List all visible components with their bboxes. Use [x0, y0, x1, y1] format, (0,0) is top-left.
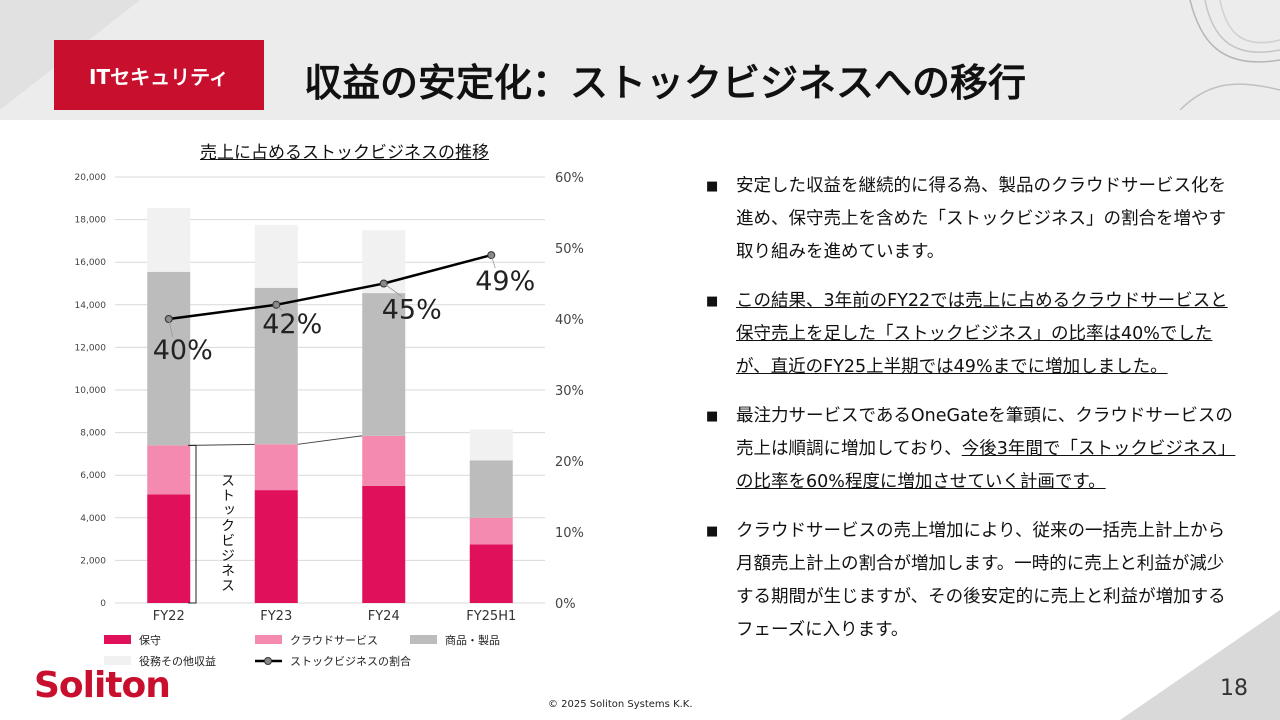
slide-title: 収益の安定化：ストックビジネスへの移行: [304, 61, 1027, 105]
soliton-logo: Soliton: [34, 665, 171, 706]
y-tick-label: 20,000: [75, 173, 107, 183]
bracket: [188, 444, 197, 604]
legend-label: クラウドサービス: [290, 634, 378, 647]
page-number: 18: [1220, 676, 1248, 701]
label-leader: [275, 304, 283, 312]
bar-segment: [469, 517, 513, 545]
y2-tick-label: 0%: [555, 597, 576, 612]
bullet-text: 最注力サービスであるOneGateを筆頭に、クラウドサービスの売上は順調に増加し…: [736, 400, 1236, 499]
bar-segment: [362, 435, 406, 486]
bar-segment: [469, 544, 513, 603]
y-tick-label: 6,000: [80, 471, 106, 481]
bullet-text-underlined: 今後3年間で「ストックビジネス」の比率を60%程度に増加させていく計画です。: [736, 439, 1236, 492]
stacked-bar-chart: 0 2,000 4,000 6,000 8,000 10,000 12,000 14,000 1…: [75, 171, 584, 668]
section-badge: ITセキュリティ: [54, 40, 264, 110]
ratio-line: [168, 253, 492, 321]
legend-label: 役務その他収益: [139, 654, 216, 668]
y-tick-label: 2,000: [80, 556, 106, 566]
bullet-mark: ■: [706, 179, 719, 194]
legend-swatch: [104, 635, 131, 644]
y-tick-label: 16,000: [75, 258, 107, 268]
ratio-label: 45%: [382, 295, 442, 326]
bar-segment: [147, 445, 191, 495]
legend-swatch: [104, 656, 131, 665]
copyright: © 2025 Soliton Systems K.K.: [548, 699, 693, 710]
connector-line: [297, 435, 363, 445]
x-tick-label: FY24: [368, 609, 400, 624]
y2-tick-label: 20%: [555, 455, 584, 470]
y-tick-label: 14,000: [75, 301, 107, 311]
legend-swatch: [255, 635, 282, 644]
bar-segment: [362, 485, 406, 603]
ratio-label: 49%: [475, 266, 535, 297]
y2-tick-label: 60%: [555, 171, 584, 186]
wave-decoration: [1179, 0, 1280, 110]
connector-line: [190, 443, 255, 446]
bar-segment: [254, 444, 298, 491]
x-tick-label: FY22: [153, 609, 185, 624]
legend-label: 保守: [139, 633, 161, 647]
label-leader: [168, 318, 174, 338]
bracket-label: ストックビジネス: [219, 473, 235, 593]
y-tick-label: 4,000: [80, 514, 106, 524]
y-tick-label: 10,000: [75, 386, 107, 396]
legend-label: ストックビジネスの割合: [290, 654, 411, 668]
bar-segment: [469, 429, 513, 461]
y-tick-label: 0: [100, 599, 106, 609]
y2-tick-label: 40%: [555, 313, 584, 328]
bar-segment: [254, 224, 298, 288]
bullet-list: ■ 安定した収益を継続的に得る為、製品のクラウドサービス化を進め、保守売上を含め…: [706, 170, 1236, 663]
bullet-item: ■ 最注力サービスであるOneGateを筆頭に、クラウドサービスの売上は順調に増…: [706, 400, 1236, 499]
bar-segment: [362, 293, 406, 436]
bullet-mark: ■: [706, 294, 719, 309]
y2-tick-label: 30%: [555, 384, 584, 399]
ratio-label: 40%: [153, 335, 213, 366]
bullet-mark: ■: [706, 409, 719, 424]
bar-segment: [147, 494, 191, 603]
bar-segment: [147, 207, 191, 272]
chart-title: 売上に占めるストックビジネスの推移: [200, 143, 489, 163]
bullet-text: 安定した収益を継続的に得る為、製品のクラウドサービス化を進め、保守売上を含めた「…: [736, 176, 1226, 262]
label-leader: [383, 283, 402, 297]
bullet-item: ■ この結果、3年前のFY22では売上に占めるクラウドサービスと保守売上を足した…: [706, 285, 1236, 384]
y2-tick-label: 10%: [555, 526, 584, 541]
y-tick-label: 12,000: [75, 343, 107, 353]
y2-tick-label: 50%: [555, 242, 584, 257]
bar-segment: [254, 287, 298, 445]
bar-segment: [469, 460, 513, 518]
ratio-label: 42%: [262, 309, 322, 340]
legend-label: 商品・製品: [445, 633, 500, 647]
legend-swatch: [410, 635, 437, 644]
bullet-mark: ■: [706, 524, 719, 539]
label-leader: [490, 254, 496, 269]
bullet-text-plain: 最注力サービスであるOneGateを筆頭に、クラウドサービスの売上は順調に増加し…: [736, 406, 1233, 459]
y-tick-label: 18,000: [75, 216, 107, 226]
bullet-text: クラウドサービスの売上増加により、従来の一括売上計上から月額売上計上の割合が増加…: [736, 521, 1226, 640]
bullet-item: ■ クラウドサービスの売上増加により、従来の一括売上計上から月額売上計上の割合が…: [706, 515, 1236, 647]
x-tick-label: FY25H1: [466, 609, 516, 624]
bullet-item: ■ 安定した収益を継続的に得る為、製品のクラウドサービス化を進め、保守売上を含め…: [706, 170, 1236, 269]
corner-decoration-bottom: [1120, 610, 1280, 720]
bullet-text: この結果、3年前のFY22では売上に占めるクラウドサービスと保守売上を足した「ス…: [736, 291, 1228, 377]
legend-marker: [264, 657, 272, 665]
bar-segment: [147, 271, 191, 446]
bar-segment: [254, 490, 298, 603]
y-tick-label: 8,000: [80, 429, 106, 439]
x-tick-label: FY23: [260, 609, 292, 624]
